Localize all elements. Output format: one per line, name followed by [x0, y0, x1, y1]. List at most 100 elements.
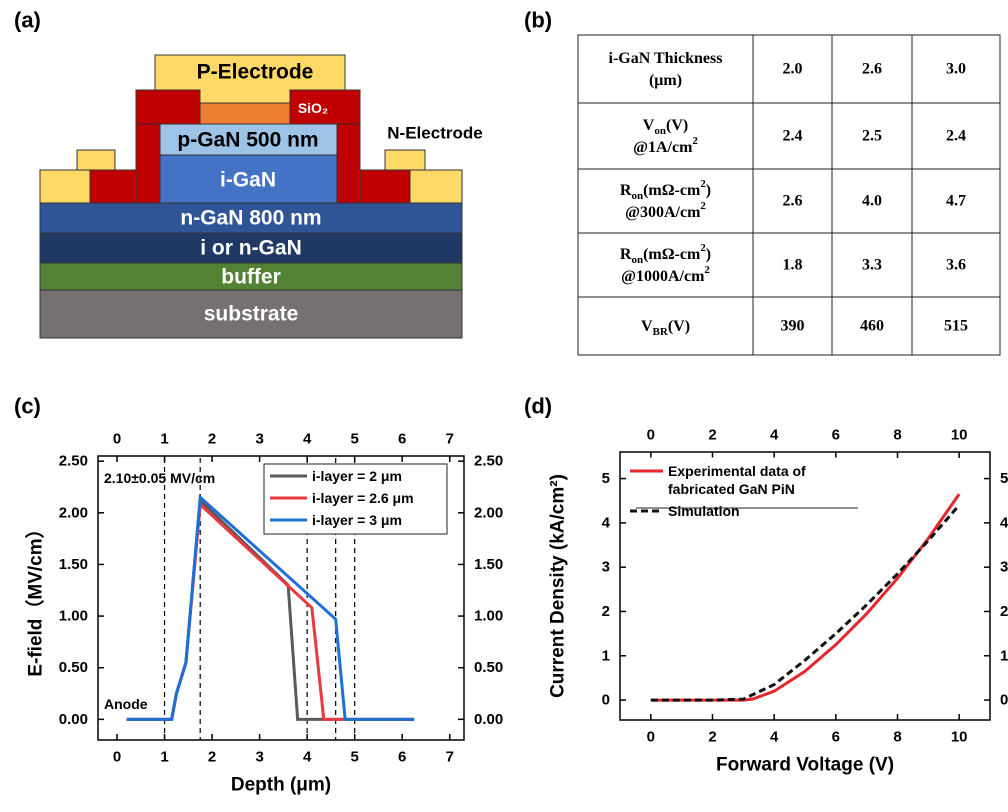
x-tick-label: 0 — [647, 427, 655, 444]
header-text: R — [620, 182, 632, 199]
table-cell: 2.6 — [862, 61, 882, 78]
y-axis-label: Current Density (kA/cm²) — [548, 474, 569, 698]
y-tick-label: 4 — [1000, 514, 1008, 531]
row-header: @300A/cm2 — [625, 200, 706, 221]
table-cell: 3.0 — [946, 61, 966, 78]
table-cell: 3.3 — [862, 257, 882, 274]
table-cell: 4.7 — [946, 193, 966, 210]
x-tick-label: 8 — [893, 729, 901, 746]
legend-entry: Simulation — [668, 502, 858, 522]
x-tick-label: 10 — [951, 729, 968, 746]
sio2 — [136, 90, 200, 124]
y-tick-label: 1.50 — [59, 556, 88, 573]
x-tick-label: 7 — [446, 749, 454, 766]
table-cell: 515 — [944, 318, 968, 335]
n-electrode — [77, 150, 115, 170]
x-tick-label: 5 — [351, 431, 359, 448]
y-tick-label: 3 — [1000, 559, 1008, 576]
y-tick-label: 0.00 — [59, 711, 88, 728]
n-electrode — [410, 170, 462, 203]
i-or-n-gan-label: i or n-GaN — [200, 237, 302, 260]
x-axis-label: Depth (μm) — [231, 775, 331, 796]
table-cell: 390 — [781, 318, 805, 335]
x-tick-label: 0 — [113, 749, 121, 766]
row-header: @1A/cm2 — [633, 135, 698, 156]
i-gan-label: i-GaN — [220, 169, 276, 192]
row-header: Von(V) — [643, 117, 688, 138]
x-tick-label: 2 — [208, 431, 216, 448]
y-tick-label: 0.50 — [59, 659, 88, 676]
table-cell: 2.0 — [783, 61, 803, 78]
table-cell: 2.4 — [783, 128, 803, 145]
table-cell: 460 — [860, 318, 884, 335]
panel-label: (b) — [524, 8, 552, 33]
x-tick-label: 6 — [398, 431, 406, 448]
n-gan-label: n-GaN 800 nm — [180, 207, 321, 230]
sio2-label: SiO₂ — [298, 100, 328, 116]
legend-label: i-layer = 2 μm — [312, 468, 402, 484]
panel-label: (c) — [14, 394, 41, 419]
y-tick-label: 0.00 — [474, 711, 503, 728]
y-tick-label: 3 — [602, 559, 610, 576]
row-header: Ron(mΩ-cm2) — [620, 242, 711, 266]
data-line — [651, 494, 959, 700]
x-tick-label: 4 — [303, 749, 312, 766]
x-tick-label: 10 — [951, 427, 968, 444]
header-text: @1000A/cm — [621, 268, 705, 285]
header-text: V — [641, 318, 653, 335]
header-text: on — [631, 254, 643, 266]
n-electrode-label: N-Electrode — [387, 124, 482, 143]
panel-label: (a) — [14, 8, 41, 33]
header-text: @300A/cm — [625, 204, 701, 221]
x-tick-label: 7 — [446, 431, 454, 448]
header-text: on — [654, 125, 666, 137]
table-cell: 2.4 — [946, 128, 966, 145]
table-cell: 2.5 — [862, 128, 882, 145]
sio2 — [360, 170, 410, 203]
table-cell: 3.6 — [946, 257, 966, 274]
y-tick-label: 0 — [602, 692, 610, 709]
substrate-label: substrate — [204, 303, 299, 326]
header-text: ) — [706, 246, 711, 263]
buffer-label: buffer — [221, 266, 281, 289]
row-header: i-GaN Thickness — [609, 50, 723, 67]
y-tick-label: 1 — [1000, 647, 1008, 664]
header-text: R — [620, 246, 632, 263]
x-tick-label: 6 — [398, 749, 406, 766]
x-tick-label: 4 — [303, 431, 312, 448]
header-text: V — [643, 117, 655, 134]
x-tick-label: 0 — [647, 729, 655, 746]
y-tick-label: 1 — [602, 647, 610, 664]
row-header: VBR(V) — [641, 318, 690, 339]
x-tick-label: 6 — [832, 427, 840, 444]
y-tick-label: 0.50 — [474, 659, 503, 676]
y-tick-label: 4 — [602, 514, 611, 531]
table-cell: 2.6 — [783, 193, 803, 210]
y-tick-label: 2.50 — [59, 453, 88, 470]
x-tick-label: 2 — [708, 427, 716, 444]
legend-entry: Experimental data of fabricated GaN PiN — [668, 462, 858, 500]
x-tick-label: 3 — [255, 749, 263, 766]
y-tick-label: 2.00 — [59, 504, 88, 521]
x-tick-label: 5 — [351, 749, 359, 766]
y-tick-label: 5 — [602, 470, 610, 487]
header-text: BR — [653, 326, 669, 338]
header-text: 2 — [700, 200, 706, 212]
header-text: 2 — [692, 135, 698, 147]
sio2 — [90, 170, 136, 203]
header-text: ) — [706, 182, 711, 199]
y-axis-label: E-field（MV/cm） — [24, 519, 47, 676]
legend-label: Simulation — [668, 502, 858, 520]
row-header: (μm) — [649, 72, 682, 89]
panel-label: (d) — [524, 394, 552, 419]
n-electrode — [385, 150, 425, 170]
y-tick-label: 1.00 — [474, 608, 503, 625]
p-electrode-label: P-Electrode — [197, 61, 314, 84]
x-tick-label: 2 — [708, 729, 716, 746]
n-electrode — [40, 170, 90, 203]
row-header: @1000A/cm2 — [621, 264, 710, 285]
x-tick-label: 2 — [208, 749, 216, 766]
header-text: 2 — [704, 264, 710, 276]
legend-label: i-layer = 2.6 μm — [312, 490, 414, 506]
header-text: @1A/cm — [633, 139, 693, 156]
